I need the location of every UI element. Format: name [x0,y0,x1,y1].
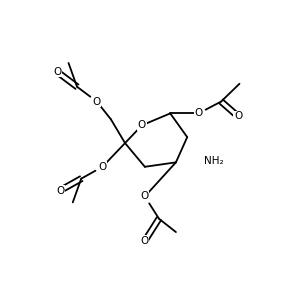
Text: O: O [141,191,149,201]
Text: O: O [98,162,106,172]
Text: O: O [194,108,203,118]
Text: O: O [53,67,61,77]
Text: NH₂: NH₂ [204,156,224,166]
Text: O: O [234,111,242,121]
Text: O: O [93,97,101,107]
Text: O: O [138,120,146,130]
Text: O: O [141,236,149,246]
Text: O: O [56,186,64,195]
